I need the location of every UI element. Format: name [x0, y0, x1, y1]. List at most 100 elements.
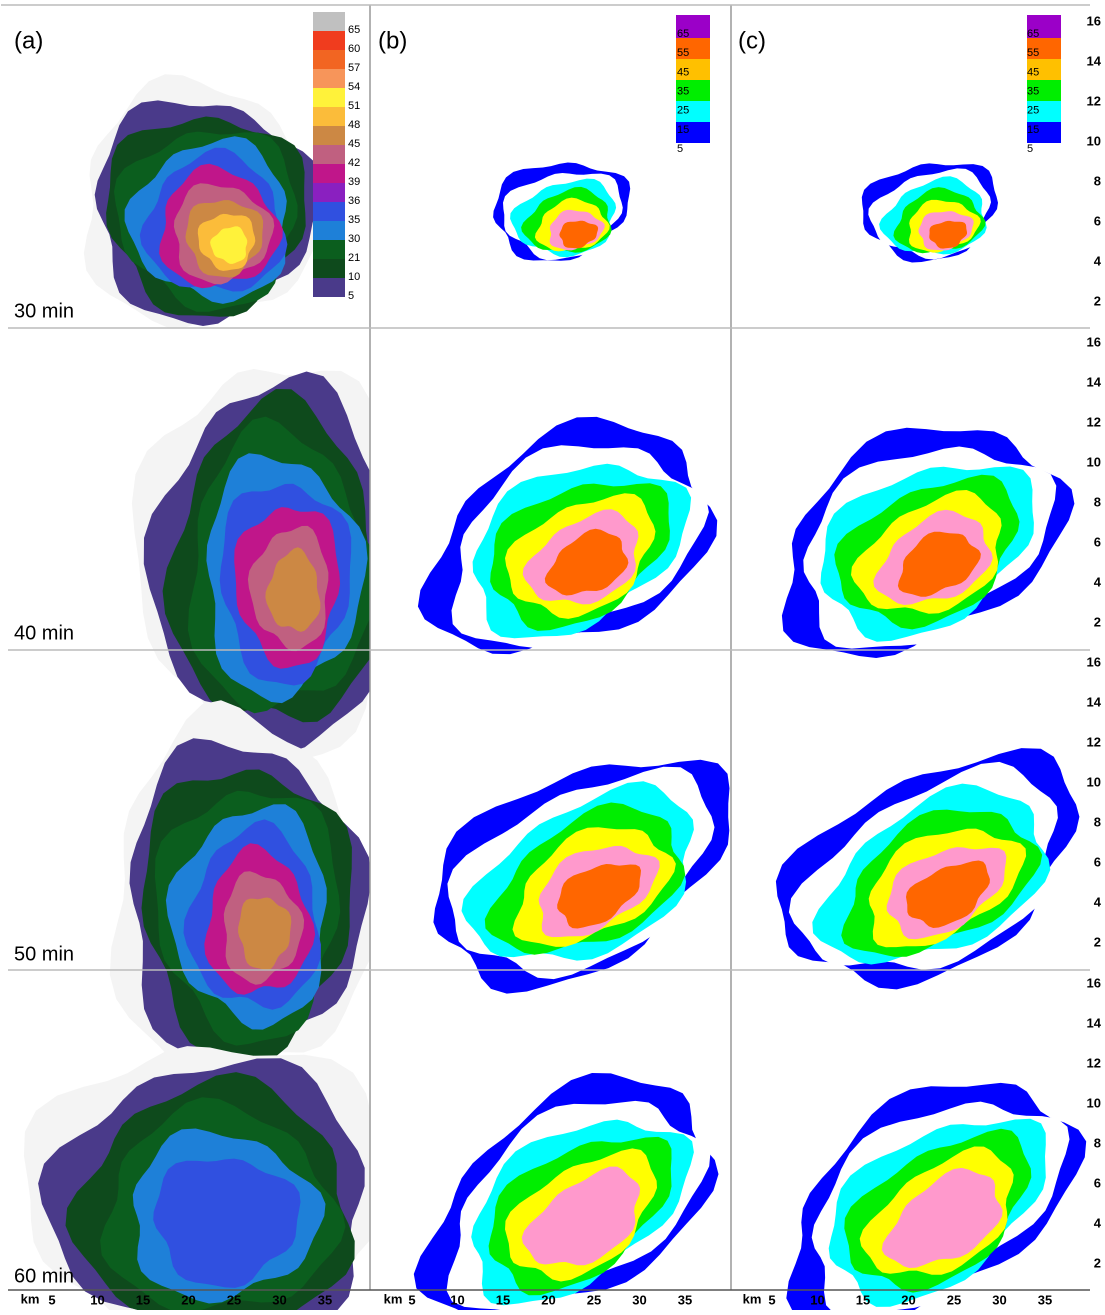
colorbar-label: 45 [677, 66, 689, 78]
distance-tick-label: 5 [768, 1292, 775, 1307]
panel-field [776, 748, 1080, 989]
colorbar-label: 65 [677, 28, 689, 40]
distance-tick-label: 30 [992, 1292, 1006, 1307]
colorbar-label: 54 [348, 81, 360, 93]
colorbar-label: 55 [677, 47, 689, 59]
distance-tick-label: 30 [272, 1292, 286, 1307]
height-tick-label: 6 [1094, 1175, 1101, 1190]
colorbar-label: 25 [1027, 105, 1039, 117]
colorbar-swatch [313, 221, 345, 240]
colorbar-label: 15 [677, 124, 689, 136]
height-tick-label: 12 [1087, 1055, 1101, 1070]
time-label: 60 min [14, 1265, 74, 1287]
colorbar-swatch [313, 31, 345, 50]
colorbar-label: 39 [348, 176, 360, 188]
colorbar-swatch [313, 278, 345, 297]
height-tick-label: 8 [1094, 814, 1101, 829]
height-tick-label: 2 [1094, 934, 1101, 949]
height-tick-label: 10 [1087, 454, 1101, 469]
height-tick-label: 12 [1087, 93, 1101, 108]
distance-tick-label: 25 [587, 1292, 601, 1307]
colorbar-label: 25 [677, 105, 689, 117]
colorbar-label: 10 [348, 271, 360, 283]
distance-tick-label: 20 [181, 1292, 195, 1307]
reflectivity-fields [24, 74, 1086, 1310]
panel-field [493, 163, 630, 261]
colorbar-label: 35 [348, 214, 360, 226]
colorbar-swatch [313, 145, 345, 164]
height-tick-label: 4 [1094, 894, 1102, 909]
colorbar-label: 45 [348, 138, 360, 150]
distance-tick-label: 15 [856, 1292, 870, 1307]
distance-tick-label: 35 [318, 1292, 332, 1307]
panel-label: (c) [738, 27, 766, 54]
colorbar-label: 21 [348, 252, 360, 264]
panel-field [786, 1083, 1086, 1310]
panel-field [84, 74, 334, 328]
colorbar-swatch [313, 12, 345, 31]
height-tick-label: 12 [1087, 414, 1101, 429]
panel-field [418, 417, 717, 654]
panel-label: (a) [14, 27, 43, 54]
height-tick-label: 16 [1087, 334, 1101, 349]
panel-field [414, 1073, 719, 1310]
colorbar-label: 36 [348, 195, 360, 207]
colorbar-label: 65 [348, 24, 360, 36]
height-tick-label: 16 [1087, 654, 1101, 669]
panel-field [862, 163, 998, 262]
panel-field [132, 369, 399, 772]
distance-tick-label: 10 [810, 1292, 824, 1307]
panel-field [782, 428, 1075, 658]
colorbar-label: 65 [1027, 28, 1039, 40]
colorbar-swatch [313, 240, 345, 259]
height-tick-label: 16 [1087, 975, 1101, 990]
height-tick-label: 14 [1087, 374, 1102, 389]
height-tick-label: 10 [1087, 1095, 1101, 1110]
time-label: 50 min [14, 943, 74, 965]
colorbar-swatch [313, 164, 345, 183]
height-tick-label: 8 [1094, 494, 1101, 509]
height-tick-label: 2 [1094, 1255, 1101, 1270]
figure: (a)(b)(c)30 min40 min50 min60 min6560575… [0, 0, 1105, 1310]
height-tick-label: 6 [1094, 213, 1101, 228]
height-tick-label: 8 [1094, 173, 1101, 188]
height-tick-label: 6 [1094, 534, 1101, 549]
height-tick-label: 4 [1094, 253, 1102, 268]
panel-field [433, 760, 729, 994]
height-tick-label: 16 [1087, 13, 1101, 28]
distance-tick-label: 5 [48, 1292, 55, 1307]
height-tick-label: 2 [1094, 614, 1101, 629]
colorbar-swatch [313, 69, 345, 88]
colorbar-swatch [313, 202, 345, 221]
colorbar-label: 57 [348, 62, 360, 74]
height-tick-label: 8 [1094, 1135, 1101, 1150]
colorbar-swatch [313, 259, 345, 278]
height-tick-label: 14 [1087, 1015, 1102, 1030]
colorbar-label: 5 [348, 290, 354, 302]
distance-tick-label: 10 [90, 1292, 104, 1307]
colorbar-label: 5 [677, 143, 683, 155]
distance-tick-label: 35 [1038, 1292, 1052, 1307]
distance-unit: km [21, 1291, 40, 1306]
height-tick-label: 4 [1094, 1215, 1102, 1230]
distance-tick-label: 20 [901, 1292, 915, 1307]
distance-unit: km [743, 1291, 762, 1306]
height-tick-label: 14 [1087, 53, 1102, 68]
distance-tick-label: 10 [450, 1292, 464, 1307]
distance-tick-label: 15 [136, 1292, 150, 1307]
colorbar-swatch [313, 50, 345, 69]
distance-tick-label: 35 [678, 1292, 692, 1307]
colorbar-label: 55 [1027, 47, 1039, 59]
height-tick-label: 12 [1087, 734, 1101, 749]
distance-tick-label: 30 [632, 1292, 646, 1307]
distance-tick-label: 25 [947, 1292, 961, 1307]
distance-unit: km [384, 1291, 403, 1306]
colorbar-label: 48 [348, 119, 360, 131]
colorbar-label: 30 [348, 233, 360, 245]
distance-tick-label: 5 [408, 1292, 415, 1307]
panel-label: (b) [378, 27, 407, 54]
distance-tick-label: 15 [496, 1292, 510, 1307]
colorbar-swatch [313, 183, 345, 202]
panel-field [24, 1046, 391, 1310]
colorbar-label: 45 [1027, 66, 1039, 78]
